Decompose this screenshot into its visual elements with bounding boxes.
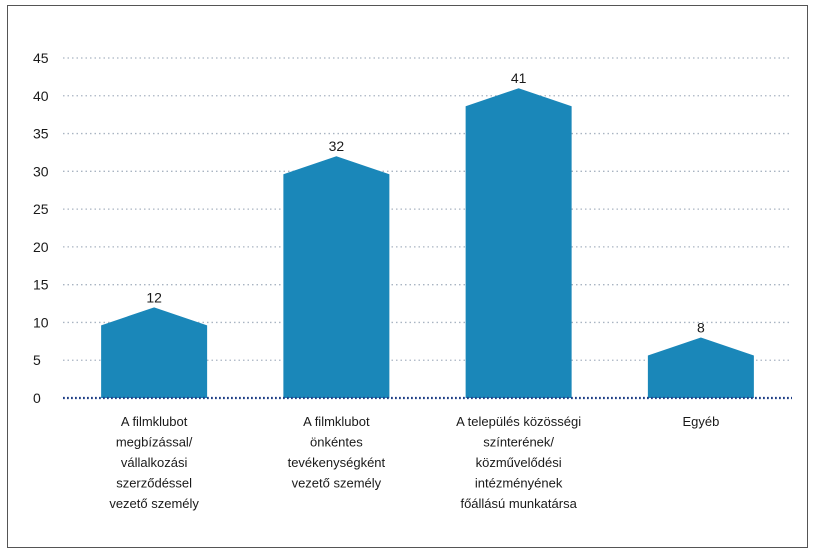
x-category-label-line: A filmklubot [121, 414, 188, 429]
y-axis: 0 5 10 15 20 25 30 35 40 45 [33, 50, 49, 406]
x-category-label: A település közösségi színterének/közműve… [456, 414, 581, 511]
data-label: 32 [329, 138, 345, 154]
x-category-label-line: Egyéb [682, 414, 719, 429]
bar [283, 156, 390, 398]
y-tick-label: 0 [33, 390, 41, 406]
y-tick-label: 35 [33, 126, 49, 142]
y-tick-label: 15 [33, 277, 49, 293]
x-category-label: A filmklubot megbízással/vállalkozási szer… [109, 414, 199, 511]
x-axis: A filmklubot megbízással/vállalkozási szer… [63, 396, 792, 511]
x-category-label-line: A filmklubot [303, 414, 370, 429]
x-category-label-line: szerződéssel [116, 476, 192, 491]
y-tick-label: 40 [33, 88, 49, 104]
x-category-label-line: színterének/ [483, 435, 554, 450]
x-category-label-line: vezető személy [109, 496, 199, 511]
x-category-label-line: közművelődési [476, 455, 562, 470]
x-category-label-line: vállalkozási [121, 455, 188, 470]
data-labels: 12 32 41 8 [146, 70, 705, 335]
bar [647, 337, 754, 398]
data-label: 12 [146, 289, 162, 305]
x-category-label-line: megbízással/ [116, 435, 193, 450]
bar [465, 88, 572, 398]
x-category-label-line: A település közösségi [456, 414, 581, 429]
data-label: 41 [511, 70, 527, 86]
y-tick-label: 45 [33, 50, 49, 66]
x-category-label: A filmklubot önkéntes tevékenységként vezet… [288, 414, 386, 491]
bar [101, 307, 208, 398]
x-category-label-line: tevékenységként [288, 455, 386, 470]
y-tick-label: 5 [33, 352, 41, 368]
x-category-label-line: önkéntes [310, 435, 363, 450]
x-category-label: Egyéb [682, 414, 719, 429]
bars [101, 88, 754, 398]
x-category-label-line: intézményének [475, 476, 563, 491]
y-tick-label: 10 [33, 314, 49, 330]
y-tick-label: 30 [33, 163, 49, 179]
y-tick-label: 20 [33, 239, 49, 255]
x-category-label-line: vezető személy [292, 476, 382, 491]
x-category-label-line: főállású munkatársa [460, 496, 577, 511]
y-tick-label: 25 [33, 201, 49, 217]
data-label: 8 [697, 320, 705, 336]
